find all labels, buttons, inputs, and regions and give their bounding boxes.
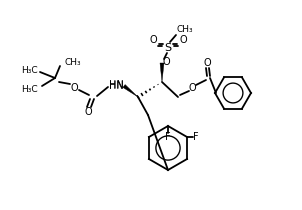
Text: O: O [70,83,78,93]
Text: O: O [179,35,187,45]
Text: O: O [84,107,92,117]
Text: F: F [165,132,171,142]
Text: O: O [188,83,196,93]
Text: CH₃: CH₃ [176,25,193,34]
Text: HN: HN [109,80,124,90]
Text: HN: HN [109,81,124,91]
Text: O: O [149,35,157,45]
Polygon shape [160,63,164,82]
Text: CH₃: CH₃ [64,58,81,67]
Text: H₃C: H₃C [21,84,38,93]
Text: S: S [164,43,172,53]
Polygon shape [123,85,138,97]
Text: O: O [203,58,211,68]
Text: H₃C: H₃C [21,66,38,75]
Text: F: F [193,132,199,142]
Text: O: O [162,57,170,67]
